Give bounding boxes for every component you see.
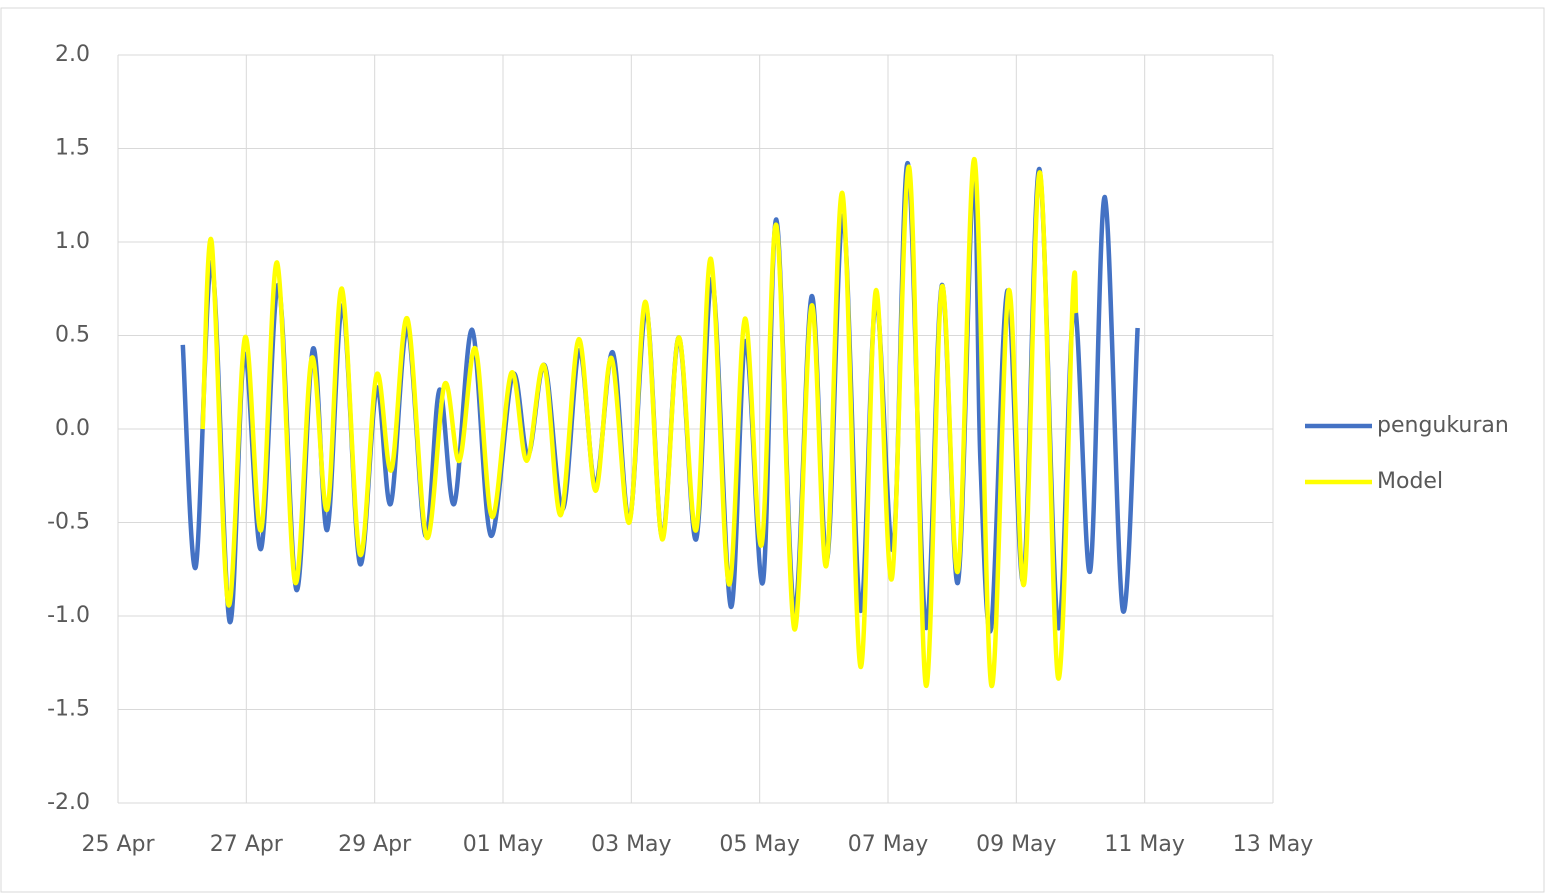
legend-label: pengukuran — [1377, 413, 1509, 438]
x-tick-label: 27 Apr — [210, 832, 284, 857]
chart-border — [0, 7, 1545, 893]
y-tick-label: 2.0 — [55, 42, 90, 67]
y-tick-label: -1.0 — [47, 603, 90, 628]
x-tick-label: 09 May — [976, 832, 1056, 857]
data-line — [200, 157, 1079, 688]
x-tick-label: 05 May — [719, 832, 799, 857]
x-tick-label: 01 May — [463, 832, 543, 857]
y-tick-label: -1.5 — [47, 697, 90, 722]
y-tick-label: -2.0 — [47, 790, 90, 815]
y-tick-label: -0.5 — [47, 510, 90, 535]
x-tick-label: 29 Apr — [338, 832, 412, 857]
y-tick-label: 1.5 — [55, 136, 90, 161]
y-tick-label: 0.0 — [55, 416, 90, 441]
y-tick-label: 0.5 — [55, 323, 90, 348]
legend-label: Model — [1377, 469, 1443, 494]
x-tick-label: 25 Apr — [81, 832, 155, 857]
x-tick-label: 07 May — [848, 832, 928, 857]
x-tick-label: 11 May — [1104, 832, 1184, 857]
x-tick-label: 03 May — [591, 832, 671, 857]
x-tick-label: 13 May — [1233, 832, 1313, 857]
y-tick-label: 1.0 — [55, 229, 90, 254]
